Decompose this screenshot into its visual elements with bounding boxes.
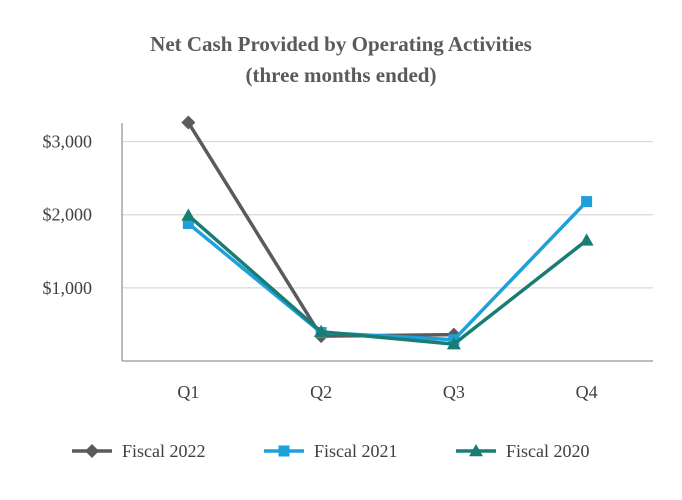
series-line-fiscal-2022	[186, 121, 454, 338]
legend-item-fiscal-2020: Fiscal 2020	[456, 441, 590, 461]
x-tick-label: Q2	[310, 382, 332, 402]
legend: Fiscal 2022 Fiscal 2021 Fiscal 2020	[72, 441, 590, 461]
chart-subtitle: (three months ended)	[246, 63, 437, 87]
legend-item-fiscal-2021: Fiscal 2021	[264, 441, 398, 461]
x-tick-label: Q4	[576, 382, 598, 402]
legend-label: Fiscal 2022	[122, 441, 206, 461]
legend-marker	[469, 444, 483, 457]
y-tick-label: $2,000	[43, 205, 93, 225]
x-tick-label: Q3	[443, 382, 465, 402]
data-point-fiscal-2021	[581, 196, 593, 208]
series-fiscal-2022	[181, 115, 461, 344]
x-tick-label: Q1	[177, 382, 199, 402]
series-line-fiscal-2020	[187, 214, 588, 346]
data-point-fiscal-2020	[579, 233, 594, 246]
y-tick-label: $1,000	[43, 278, 93, 298]
series-fiscal-2021	[182, 196, 593, 346]
y-axis-ticks: $1,000 $2,000 $3,000	[43, 132, 93, 298]
gridlines	[122, 140, 653, 289]
series-line-fiscal-2021	[187, 200, 588, 342]
data-point-fiscal-2020	[446, 337, 461, 350]
legend-marker	[85, 444, 99, 458]
legend-label: Fiscal 2020	[506, 441, 590, 461]
data-point-fiscal-2020	[314, 324, 329, 337]
y-tick-label: $3,000	[43, 132, 93, 152]
legend-item-fiscal-2022: Fiscal 2022	[72, 441, 206, 461]
series	[181, 115, 594, 350]
series-fiscal-2020	[181, 208, 594, 350]
legend-label: Fiscal 2021	[314, 441, 398, 461]
legend-marker	[278, 445, 290, 457]
x-axis-ticks: Q1 Q2 Q3 Q4	[177, 382, 597, 402]
data-point-fiscal-2022	[181, 115, 196, 130]
data-point-fiscal-2021	[182, 217, 194, 229]
axes	[121, 123, 653, 362]
data-point-fiscal-2020	[181, 208, 196, 221]
chart-title: Net Cash Provided by Operating Activitie…	[150, 32, 532, 56]
